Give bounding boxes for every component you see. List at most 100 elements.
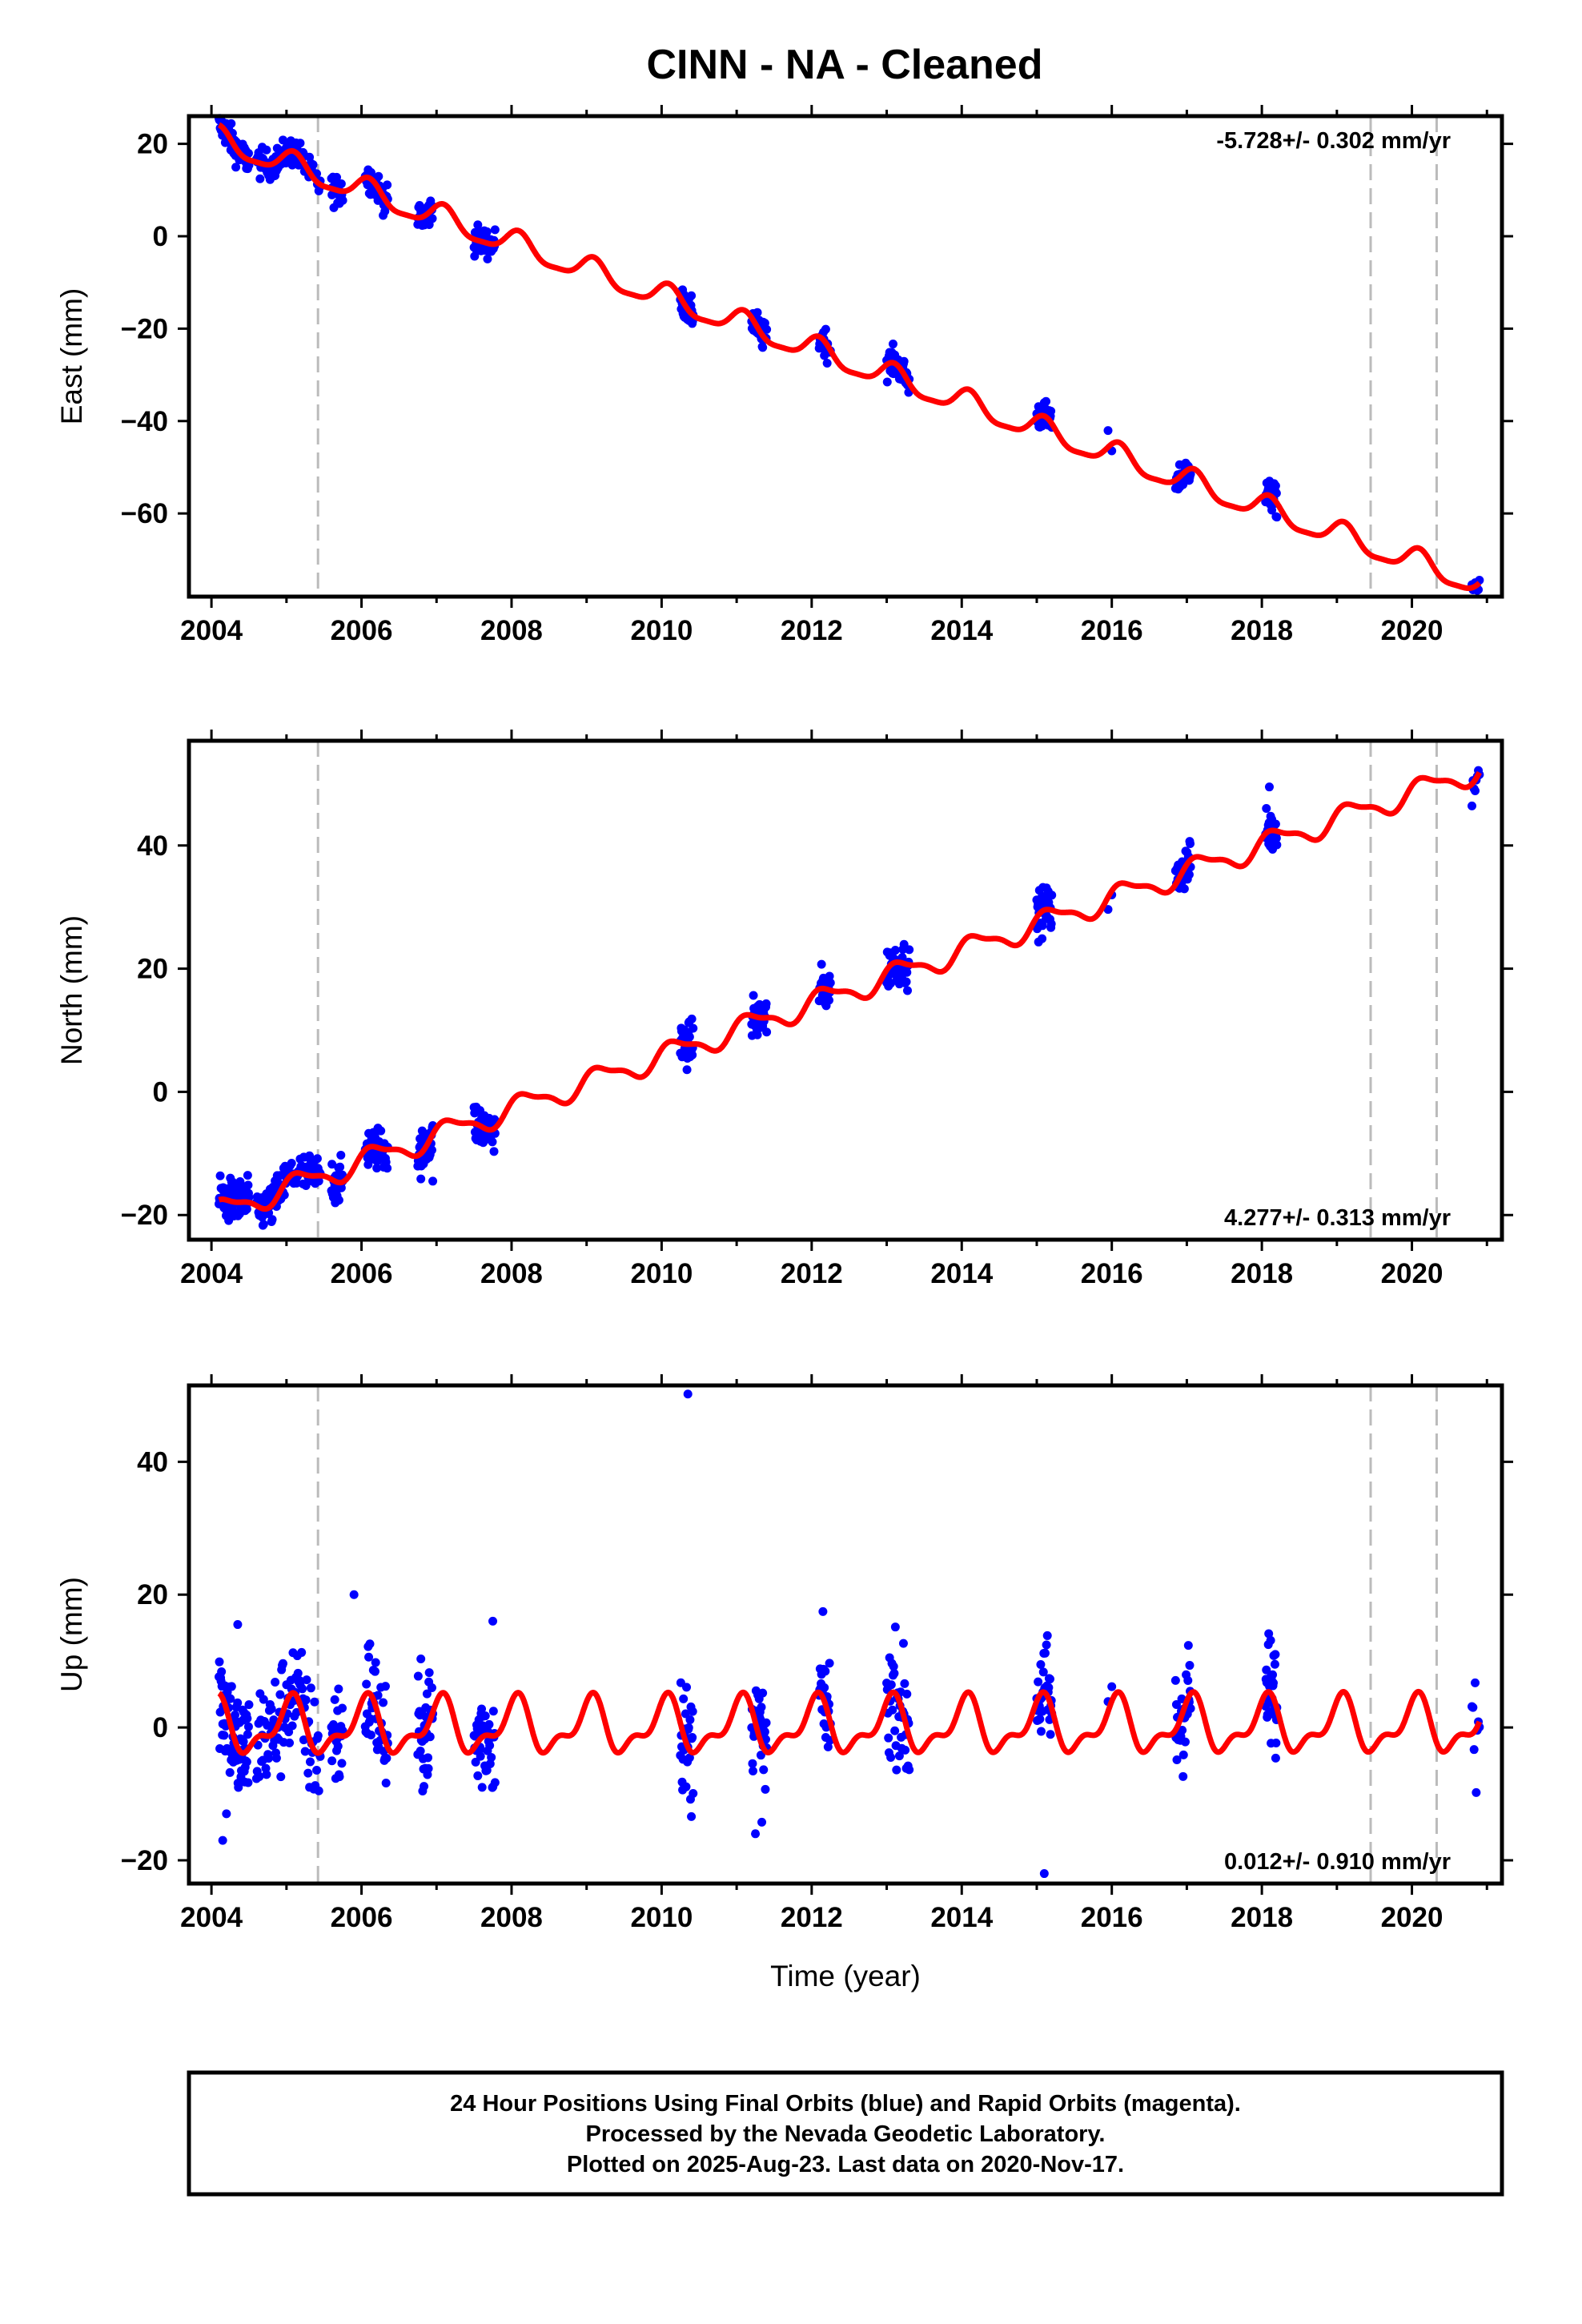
data-point [681, 1782, 691, 1791]
y-tick-label: 20 [137, 129, 168, 160]
data-points [214, 1389, 1484, 1879]
data-point [271, 1753, 281, 1763]
data-point [473, 220, 483, 230]
data-point [1107, 1682, 1117, 1691]
data-point [416, 1746, 425, 1755]
data-point [243, 1778, 253, 1787]
data-point [425, 1732, 435, 1742]
data-point [374, 171, 383, 181]
data-point [298, 1684, 307, 1694]
data-point [1186, 1703, 1195, 1713]
data-point [681, 1709, 690, 1719]
data-point [1268, 1670, 1278, 1679]
data-point [1038, 1667, 1048, 1677]
y-tick-label: 0 [153, 1076, 168, 1108]
data-point [1186, 839, 1195, 849]
x-tick-label: 2018 [1231, 615, 1293, 646]
x-tick-label: 2006 [331, 615, 393, 646]
y-axis-label: North (mm) [55, 915, 88, 1065]
data-point [485, 1741, 495, 1751]
data-point [825, 978, 835, 987]
north-panel: 2004 2006 2008 2010 2012 2014 2016 2018 2020 40 20… [55, 730, 1513, 1289]
data-point [482, 227, 492, 236]
data-point [336, 179, 346, 189]
x-tick-label: 2004 [180, 1258, 243, 1289]
data-point [1271, 1739, 1281, 1748]
data-point [684, 1723, 693, 1732]
x-tick-label: 2014 [930, 615, 993, 646]
plot-frame [187, 738, 1504, 1242]
data-point [483, 254, 492, 263]
x-tick-label: 2008 [480, 615, 543, 646]
data-point [762, 324, 772, 334]
data-point [231, 163, 241, 172]
data-point [1178, 1750, 1188, 1759]
data-point [314, 1786, 323, 1795]
data-point [822, 358, 832, 368]
velocity-label: 4.277+/- 0.313 mm/yr [1224, 1205, 1451, 1231]
data-point [761, 1784, 770, 1794]
data-point [1471, 1678, 1480, 1687]
data-point [302, 1675, 311, 1685]
data-point [291, 1707, 301, 1717]
data-point [1178, 1771, 1188, 1781]
data-point [685, 1753, 694, 1763]
x-tick-label: 2010 [630, 1258, 693, 1289]
data-point [215, 1171, 225, 1180]
x-tick-label: 2020 [1381, 1902, 1443, 1933]
data-point [753, 308, 762, 317]
data-point [1042, 1640, 1051, 1650]
data-point [335, 1162, 345, 1172]
y-tick-label: 40 [137, 1446, 168, 1478]
data-point [370, 1667, 379, 1676]
data-point [413, 1671, 423, 1681]
data-point [242, 1204, 251, 1214]
data-point [1183, 1675, 1193, 1685]
data-point [1469, 1745, 1479, 1755]
x-tick-label: 2018 [1231, 1902, 1293, 1933]
data-point [313, 1731, 323, 1740]
data-point [899, 356, 909, 366]
data-point [366, 1731, 375, 1740]
data-point [276, 1772, 286, 1782]
data-point [334, 1196, 343, 1205]
x-tick-label: 2006 [331, 1258, 393, 1289]
data-point [688, 1050, 697, 1059]
data-point [228, 1177, 238, 1187]
data-point [1183, 1641, 1193, 1651]
data-point [759, 1765, 769, 1775]
x-tick-label: 2016 [1081, 615, 1143, 646]
data-point [1264, 1629, 1274, 1638]
outlier-point [683, 1389, 693, 1399]
data-point [905, 945, 914, 955]
x-tick-label: 2010 [630, 1902, 693, 1933]
data-point [308, 160, 318, 170]
data-point [1038, 921, 1047, 931]
y-tick-label: −40 [121, 406, 168, 437]
data-point [312, 1154, 322, 1164]
y-tick-label: 40 [137, 830, 168, 862]
data-point [901, 1745, 910, 1755]
data-point [327, 1756, 337, 1766]
data-point [1046, 919, 1056, 929]
data-point [689, 1023, 698, 1033]
x-tick-label: 2010 [630, 615, 693, 646]
data-point [243, 1171, 252, 1180]
data-point [1042, 1630, 1052, 1640]
data-point [687, 291, 697, 300]
data-point [1267, 505, 1277, 515]
data-point [225, 1767, 235, 1777]
data-point [1472, 1787, 1481, 1797]
data-point [884, 1733, 893, 1743]
outlier-point [488, 1616, 498, 1626]
outlier-point [218, 1835, 227, 1845]
data-point [1184, 870, 1194, 879]
data-point [1046, 406, 1056, 416]
data-point [287, 1159, 296, 1168]
data-point [1271, 819, 1280, 829]
data-point [758, 343, 768, 352]
data-point [685, 1032, 694, 1042]
data-point [490, 1778, 500, 1787]
y-tick-label: −60 [121, 498, 168, 529]
data-point [259, 1695, 268, 1704]
